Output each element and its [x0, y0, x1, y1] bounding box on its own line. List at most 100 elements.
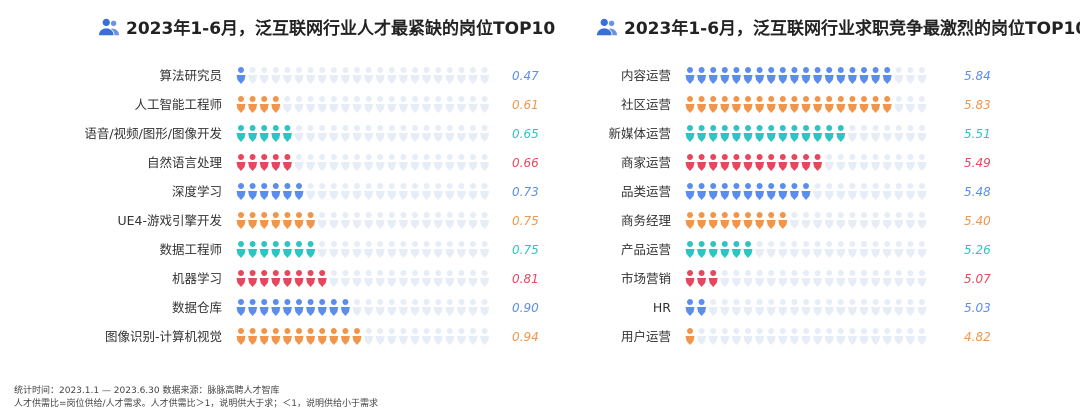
person-icon-empty	[468, 183, 478, 200]
person-icon-filled	[248, 241, 258, 258]
person-icon-empty	[859, 299, 869, 316]
person-icon-empty	[766, 328, 776, 345]
person-icon-filled	[259, 154, 269, 171]
person-icon-empty	[824, 299, 834, 316]
person-icon-empty	[720, 328, 730, 345]
person-icon-empty	[480, 270, 490, 287]
data-label: 0.94	[512, 330, 539, 344]
person-icon-empty	[317, 212, 327, 229]
person-icon-filled	[306, 241, 316, 258]
person-icon-filled	[871, 96, 881, 113]
chart-row: 市场营销 5.07	[621, 270, 991, 287]
person-icon-empty	[433, 67, 443, 84]
person-icon-filled	[859, 67, 869, 84]
person-icon-empty	[468, 212, 478, 229]
person-icon-empty	[789, 241, 799, 258]
person-icon-filled	[731, 125, 741, 142]
person-icon-empty	[871, 299, 881, 316]
person-icon-empty	[364, 328, 374, 345]
person-icon-empty	[894, 67, 904, 84]
category-label: 语音/视频/图形/图像开发	[84, 126, 222, 141]
person-icon-filled	[836, 67, 846, 84]
person-icon-empty	[445, 183, 455, 200]
person-icon-filled	[697, 241, 707, 258]
person-icon-filled	[755, 183, 765, 200]
person-icon-empty	[456, 96, 466, 113]
person-icon-empty	[766, 270, 776, 287]
person-icon-filled	[720, 67, 730, 84]
data-label: 0.61	[512, 98, 539, 112]
person-icon-filled	[248, 212, 258, 229]
person-icon-filled	[778, 154, 788, 171]
person-icon-empty	[766, 241, 776, 258]
person-icon-empty	[468, 299, 478, 316]
category-label: 数据仓库	[172, 300, 222, 315]
person-icon-empty	[755, 299, 765, 316]
person-icon-filled	[697, 125, 707, 142]
person-icon-filled	[236, 299, 246, 316]
person-icon-empty	[917, 96, 927, 113]
person-icon-empty	[755, 328, 765, 345]
person-icon-filled	[697, 96, 707, 113]
person-icon-empty	[410, 67, 420, 84]
person-icon-filled	[282, 241, 292, 258]
person-icon-empty	[340, 212, 350, 229]
person-icon-empty	[387, 67, 397, 84]
person-icon-empty	[364, 183, 374, 200]
person-icon-empty	[422, 328, 432, 345]
person-icon-empty	[294, 154, 304, 171]
person-icon-empty	[789, 299, 799, 316]
person-icon-empty	[387, 212, 397, 229]
person-icon-empty	[375, 96, 385, 113]
person-icon-empty	[824, 212, 834, 229]
category-label: 品类运营	[621, 184, 671, 199]
person-icon-empty	[445, 125, 455, 142]
person-icon-empty	[410, 96, 420, 113]
person-icon-filled	[731, 212, 741, 229]
person-icon-filled	[813, 67, 823, 84]
person-icon-empty	[882, 241, 892, 258]
person-icon-filled	[685, 154, 695, 171]
person-icon-empty	[847, 125, 857, 142]
person-icon-empty	[364, 299, 374, 316]
person-icon-empty	[836, 154, 846, 171]
person-icon-filled	[743, 212, 753, 229]
person-icon-empty	[789, 212, 799, 229]
person-icon-empty	[917, 125, 927, 142]
person-icon-empty	[422, 270, 432, 287]
person-icon-empty	[294, 67, 304, 84]
person-icon-empty	[801, 241, 811, 258]
category-label: 内容运营	[621, 68, 671, 83]
person-icon-filled	[271, 241, 281, 258]
person-icon-filled	[789, 96, 799, 113]
pictogram-bar	[236, 299, 490, 316]
person-icon-filled	[259, 212, 269, 229]
person-icon-filled	[778, 67, 788, 84]
person-icon-empty	[847, 154, 857, 171]
person-icon-filled	[766, 125, 776, 142]
person-icon-empty	[306, 96, 316, 113]
pictogram-bar	[685, 96, 927, 113]
person-icon-filled	[731, 241, 741, 258]
person-icon-empty	[755, 270, 765, 287]
person-icon-empty	[917, 270, 927, 287]
person-icon-empty	[456, 299, 466, 316]
person-icon-empty	[398, 154, 408, 171]
person-icon-empty	[697, 328, 707, 345]
chart-title: 2023年1-6月，泛互联网行业求职竞争最激烈的岗位TOP10	[596, 14, 1080, 39]
person-icon-empty	[422, 96, 432, 113]
pictogram-bar	[685, 212, 927, 229]
person-icon-empty	[352, 125, 362, 142]
person-icon-empty	[387, 241, 397, 258]
person-icon-empty	[445, 67, 455, 84]
person-icon-empty	[387, 183, 397, 200]
person-icon-empty	[340, 96, 350, 113]
person-icon-empty	[387, 328, 397, 345]
chart-row: 产品运营 5.26	[621, 241, 991, 258]
person-icon-empty	[480, 67, 490, 84]
job-competition-chart: 内容运营 5.84 社区运营 5.83 新媒体运营 5.51 商家运营 5.49 品类运营 5.4…	[608, 67, 991, 345]
person-icon-filled	[836, 125, 846, 142]
person-icon-filled	[871, 67, 881, 84]
chart-title: 2023年1-6月，泛互联网行业人才最紧缺的岗位TOP10	[98, 14, 555, 39]
person-icon-empty	[456, 67, 466, 84]
